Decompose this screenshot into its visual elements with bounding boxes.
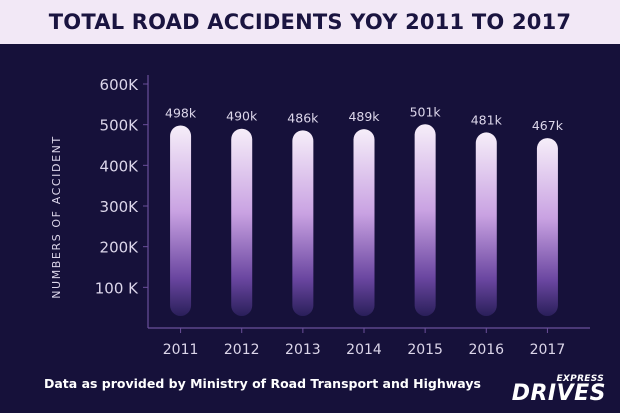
chart-title: TOTAL ROAD ACCIDENTS YOY 2011 TO 2017 xyxy=(48,10,572,34)
bar-2015 xyxy=(414,124,436,316)
y-tick-label: 300K xyxy=(100,198,140,216)
bar-2012 xyxy=(231,128,253,316)
logo-text-top: EXPRESS xyxy=(556,374,604,384)
y-tick-label: 100 K xyxy=(95,279,139,297)
y-tick-label: 500K xyxy=(100,117,140,135)
x-tick-label-2011: 2011 xyxy=(163,342,199,358)
bar-2013 xyxy=(292,130,314,316)
x-tick-label-2012: 2012 xyxy=(224,342,260,358)
bar-2011 xyxy=(170,125,192,316)
bar-2016 xyxy=(475,132,497,316)
bar-2017 xyxy=(536,138,558,316)
express-drives-logo: EXPRESS DRIVES xyxy=(498,372,608,406)
title-band: TOTAL ROAD ACCIDENTS YOY 2011 TO 2017 xyxy=(0,0,620,44)
y-tick-label: 200K xyxy=(100,239,140,257)
x-tick-label-2015: 2015 xyxy=(407,342,443,358)
logo-text-main: DRIVES xyxy=(511,381,606,406)
data-label-2014: 489k xyxy=(348,109,380,124)
data-label-2013: 486k xyxy=(287,110,319,125)
data-label-2016: 481k xyxy=(471,112,503,127)
y-tick-label: 600K xyxy=(100,76,140,94)
data-label-2011: 498k xyxy=(165,105,197,120)
x-tick-label-2017: 2017 xyxy=(530,342,566,358)
x-tick-label-2014: 2014 xyxy=(346,342,382,358)
y-axis-label: NUMBERS OF ACCIDENT xyxy=(50,135,63,299)
bar-2014 xyxy=(353,129,375,316)
y-tick-label: 400K xyxy=(100,157,140,175)
x-tick-label-2016: 2016 xyxy=(468,342,504,358)
data-label-2017: 467k xyxy=(532,118,564,133)
x-tick-label-2013: 2013 xyxy=(285,342,321,358)
source-note: Data as provided by Ministry of Road Tra… xyxy=(44,376,481,391)
data-label-2012: 490k xyxy=(226,109,258,124)
data-label-2015: 501k xyxy=(410,104,442,119)
